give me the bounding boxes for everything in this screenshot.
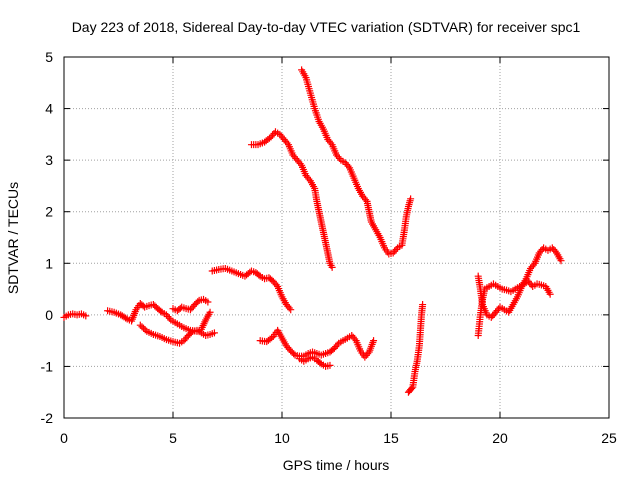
data-point-marker	[419, 301, 427, 309]
series-arc-8	[256, 326, 378, 361]
data-point-marker	[408, 384, 416, 392]
data-point-marker	[344, 162, 352, 170]
data-point-marker	[141, 326, 149, 334]
series-arc-5	[208, 264, 295, 314]
data-point-marker	[370, 337, 378, 345]
x-tick-label: 20	[492, 430, 508, 446]
data-point-marker	[283, 139, 291, 147]
data-point-marker	[546, 290, 554, 298]
data-point-marker	[206, 308, 214, 316]
axis-ticks	[63, 56, 610, 419]
series-arc-12	[474, 244, 565, 321]
y-tick-label: 5	[45, 49, 53, 65]
data-point-marker	[285, 304, 293, 312]
data-point-marker	[272, 281, 280, 289]
data-point-marker	[194, 298, 202, 306]
y-tick-label: 4	[45, 101, 53, 117]
data-point-marker	[265, 134, 273, 142]
x-tick-label: 15	[383, 430, 399, 446]
series-arc-7	[298, 66, 415, 258]
data-point-marker	[138, 323, 146, 331]
data-point-marker	[187, 329, 195, 337]
data-point-marker	[210, 329, 218, 337]
data-point-marker	[82, 312, 90, 320]
y-tick-label: 3	[45, 152, 53, 168]
data-point-marker	[296, 160, 304, 168]
data-point-marker	[335, 154, 343, 162]
data-point-marker	[157, 307, 165, 315]
x-tick-label: 10	[274, 430, 290, 446]
series-arc-6	[247, 128, 336, 271]
data-point-marker	[136, 321, 144, 329]
x-tick-label: 0	[60, 430, 68, 446]
series-arc-1	[60, 310, 90, 321]
x-tick-label: 5	[169, 430, 177, 446]
data-point-marker	[268, 334, 276, 342]
data-point-marker	[362, 196, 370, 204]
data-point-marker	[316, 359, 324, 367]
data-point-marker	[351, 335, 359, 343]
grid-lines	[64, 57, 609, 418]
series-arc-2	[104, 300, 214, 335]
y-tick-label: 2	[45, 204, 53, 220]
data-point-marker	[165, 314, 173, 322]
data-point-marker	[290, 350, 298, 358]
data-point-marker	[122, 314, 130, 322]
y-tick-label: 1	[45, 255, 53, 271]
series-arc-4	[169, 295, 212, 315]
data-point-marker	[255, 271, 263, 279]
data-point-marker	[140, 324, 148, 332]
data-point-marker	[305, 175, 313, 183]
data-point-marker	[407, 195, 415, 203]
data-point-marker	[529, 261, 537, 269]
data-point-marker	[364, 350, 372, 358]
data-point-marker	[557, 257, 565, 265]
y-tick-label: -1	[41, 358, 54, 374]
data-point-marker	[333, 341, 341, 349]
data-point-marker	[327, 139, 335, 147]
data-point-marker	[328, 263, 336, 271]
series-arc-3	[136, 321, 218, 347]
data-point-marker	[551, 247, 559, 255]
x-tick-labels: 0 5 10 15 20 25	[60, 430, 617, 446]
y-tick-label: 0	[45, 307, 53, 323]
x-tick-label: 25	[601, 430, 617, 446]
series-arc-9	[295, 353, 334, 370]
data-point-marker	[287, 306, 295, 314]
x-axis-title: GPS time / hours	[283, 457, 390, 473]
plot-frame	[63, 56, 610, 419]
data-point-marker	[204, 298, 212, 306]
series-arc-10	[404, 301, 427, 396]
chart-title: Day 223 of 2018, Sidereal Day-to-day VTE…	[72, 19, 581, 35]
data-points	[60, 66, 565, 396]
y-tick-label: -2	[41, 410, 54, 426]
y-axis-title: SDTVAR / TECUs	[5, 182, 21, 294]
data-point-marker	[392, 246, 400, 254]
y-tick-labels: -2 -1 0 1 2 3 4 5	[41, 49, 54, 426]
data-point-marker	[326, 361, 334, 369]
